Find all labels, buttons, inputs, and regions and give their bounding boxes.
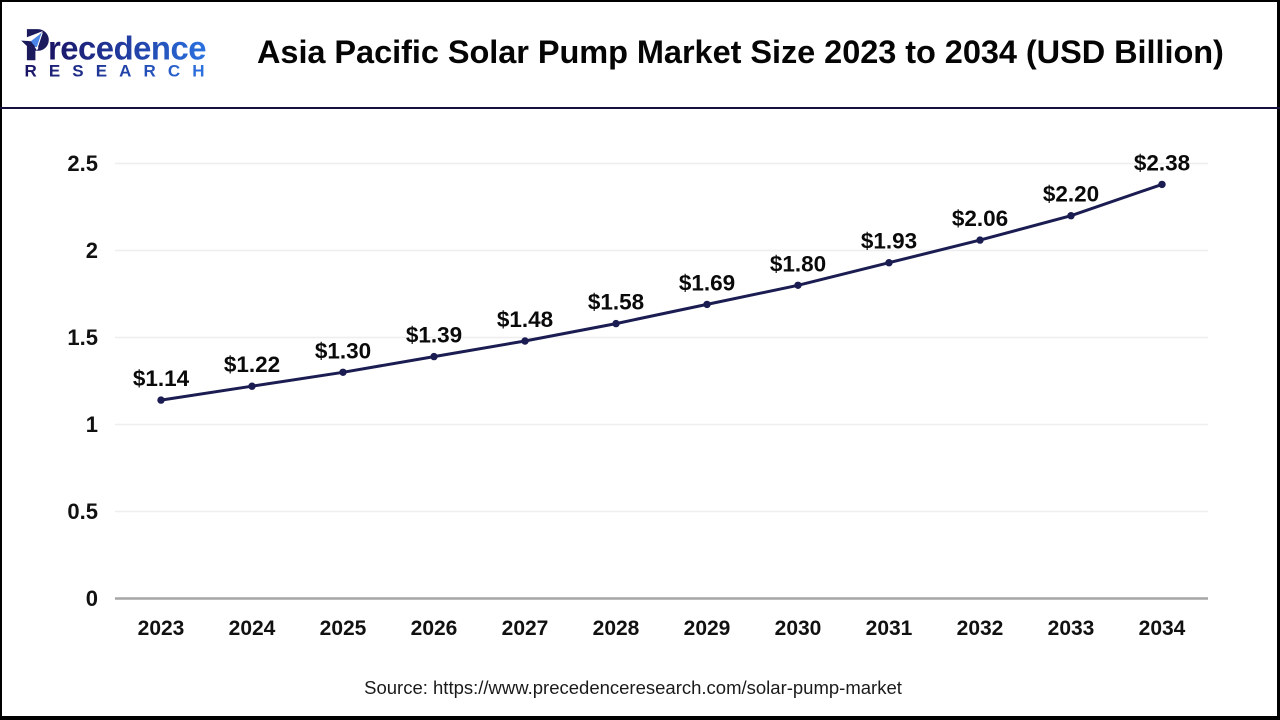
svg-text:2029: 2029 (684, 617, 731, 640)
svg-text:2025: 2025 (320, 617, 367, 640)
svg-text:0: 0 (86, 586, 98, 611)
svg-text:2027: 2027 (502, 617, 549, 640)
svg-text:$1.22: $1.22 (224, 352, 280, 377)
svg-text:2034: 2034 (1139, 617, 1186, 640)
svg-text:1.5: 1.5 (67, 325, 98, 350)
svg-text:$1.58: $1.58 (588, 290, 644, 315)
svg-text:2023: 2023 (138, 617, 185, 640)
svg-text:2026: 2026 (411, 617, 458, 640)
svg-text:2030: 2030 (775, 617, 822, 640)
svg-text:$1.93: $1.93 (861, 229, 917, 254)
svg-text:$1.80: $1.80 (770, 251, 826, 276)
svg-text:2024: 2024 (229, 617, 276, 640)
svg-text:$1.14: $1.14 (133, 366, 190, 391)
svg-text:0.5: 0.5 (67, 499, 98, 524)
svg-text:2: 2 (86, 238, 98, 263)
svg-text:$2.38: $2.38 (1134, 150, 1190, 175)
svg-text:2031: 2031 (866, 617, 913, 640)
svg-text:$1.30: $1.30 (315, 338, 371, 363)
svg-text:$2.06: $2.06 (952, 206, 1008, 231)
svg-text:$2.20: $2.20 (1043, 182, 1099, 207)
svg-text:$1.48: $1.48 (497, 307, 553, 332)
svg-text:$1.69: $1.69 (679, 270, 735, 295)
svg-text:2033: 2033 (1048, 617, 1095, 640)
svg-text:2028: 2028 (593, 617, 640, 640)
svg-text:2032: 2032 (957, 617, 1004, 640)
svg-text:$1.39: $1.39 (406, 323, 462, 348)
svg-text:recedence: recedence (48, 30, 206, 67)
svg-text:1: 1 (86, 412, 98, 437)
svg-text:2.5: 2.5 (67, 151, 98, 176)
